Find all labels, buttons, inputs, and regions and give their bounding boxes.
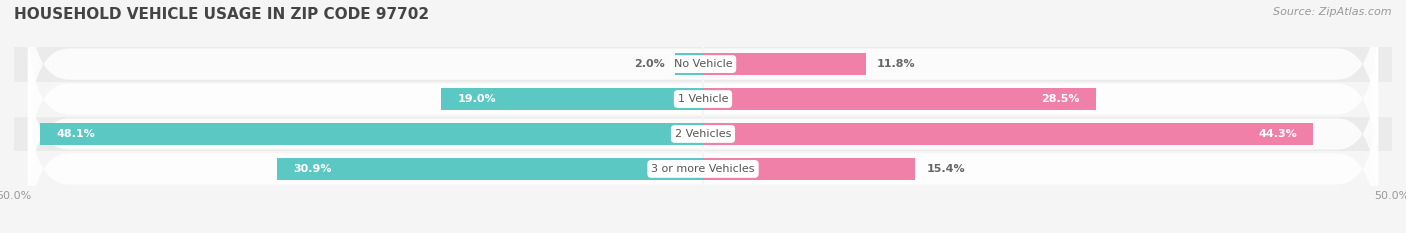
Text: 1 Vehicle: 1 Vehicle: [678, 94, 728, 104]
Bar: [14, 116, 1392, 151]
Bar: [675, 53, 703, 75]
Bar: [277, 158, 703, 180]
Bar: [14, 151, 1392, 186]
Text: 3 or more Vehicles: 3 or more Vehicles: [651, 164, 755, 174]
Bar: [703, 88, 1095, 110]
FancyBboxPatch shape: [28, 10, 1378, 188]
Text: 19.0%: 19.0%: [458, 94, 496, 104]
Text: 11.8%: 11.8%: [876, 59, 915, 69]
Text: 2 Vehicles: 2 Vehicles: [675, 129, 731, 139]
Bar: [703, 158, 915, 180]
Text: 15.4%: 15.4%: [927, 164, 965, 174]
Text: 28.5%: 28.5%: [1040, 94, 1080, 104]
Bar: [14, 82, 1392, 116]
FancyBboxPatch shape: [28, 45, 1378, 223]
FancyBboxPatch shape: [28, 0, 1378, 153]
Text: No Vehicle: No Vehicle: [673, 59, 733, 69]
Bar: [703, 53, 866, 75]
Text: 30.9%: 30.9%: [294, 164, 332, 174]
Text: 44.3%: 44.3%: [1258, 129, 1296, 139]
Bar: [14, 47, 1392, 82]
Bar: [41, 123, 703, 145]
Bar: [703, 123, 1313, 145]
FancyBboxPatch shape: [28, 80, 1378, 233]
Text: 48.1%: 48.1%: [56, 129, 96, 139]
Text: 2.0%: 2.0%: [634, 59, 665, 69]
Bar: [441, 88, 703, 110]
Text: Source: ZipAtlas.com: Source: ZipAtlas.com: [1274, 7, 1392, 17]
Text: HOUSEHOLD VEHICLE USAGE IN ZIP CODE 97702: HOUSEHOLD VEHICLE USAGE IN ZIP CODE 9770…: [14, 7, 429, 22]
